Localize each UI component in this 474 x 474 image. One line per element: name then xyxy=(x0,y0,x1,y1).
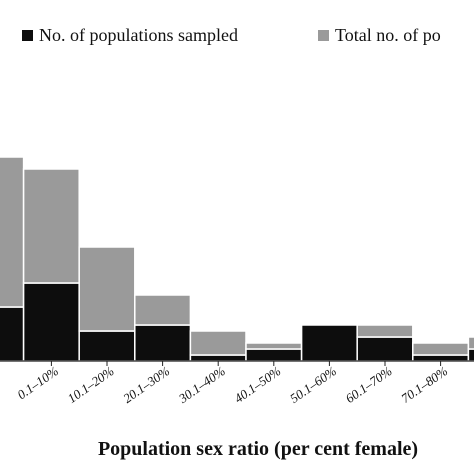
x-tick-label-4: 30.1–40% xyxy=(175,363,228,406)
bar-sampled-2 xyxy=(78,330,136,362)
x-tick-label-3: 20.1–30% xyxy=(120,363,172,406)
bar-total-1 xyxy=(22,168,80,284)
bar-sampled-6 xyxy=(300,324,358,362)
bar-sampled-8 xyxy=(412,354,470,362)
x-tick-label-8: 70.1–80% xyxy=(398,363,450,406)
bar-total-9 xyxy=(467,336,474,350)
x-tick-label-1: 0.1–10% xyxy=(14,363,61,402)
bars xyxy=(0,156,474,362)
legend-swatch-total xyxy=(318,30,329,41)
legend: No. of populations sampled Total no. of … xyxy=(22,25,441,45)
bar-sampled-9 xyxy=(467,348,474,362)
bar-sampled-3 xyxy=(134,324,192,362)
bar-total-7 xyxy=(356,324,414,338)
bar-total-8 xyxy=(412,342,470,356)
bar-sampled-7 xyxy=(356,336,414,362)
bar-sampled-5 xyxy=(245,348,303,362)
x-ticks: 0.1–10% 10.1–20% 20.1–30% 30.1–40% 40.1–50% 5… xyxy=(14,361,474,406)
legend-swatch-sampled xyxy=(22,30,33,41)
bar-total-0 xyxy=(0,156,25,308)
x-tick-label-5: 40.1–50% xyxy=(231,363,283,406)
x-axis-title: Population sex ratio (per cent female) xyxy=(98,438,418,460)
bar-total-3 xyxy=(134,294,192,326)
bar-total-5 xyxy=(245,342,303,350)
bar-total-2 xyxy=(78,246,136,332)
bar-sampled-4 xyxy=(189,354,247,362)
bar-sampled-1 xyxy=(22,282,80,362)
bar-sampled-0 xyxy=(0,306,25,362)
x-tick-label-2: 10.1–20% xyxy=(65,363,117,406)
bar-total-4 xyxy=(189,330,247,356)
legend-label-sampled: No. of populations sampled xyxy=(39,25,238,45)
legend-label-total: Total no. of po xyxy=(335,25,441,45)
x-tick-label-7: 60.1–70% xyxy=(343,363,395,406)
x-tick-label-6: 50.1–60% xyxy=(287,363,339,406)
